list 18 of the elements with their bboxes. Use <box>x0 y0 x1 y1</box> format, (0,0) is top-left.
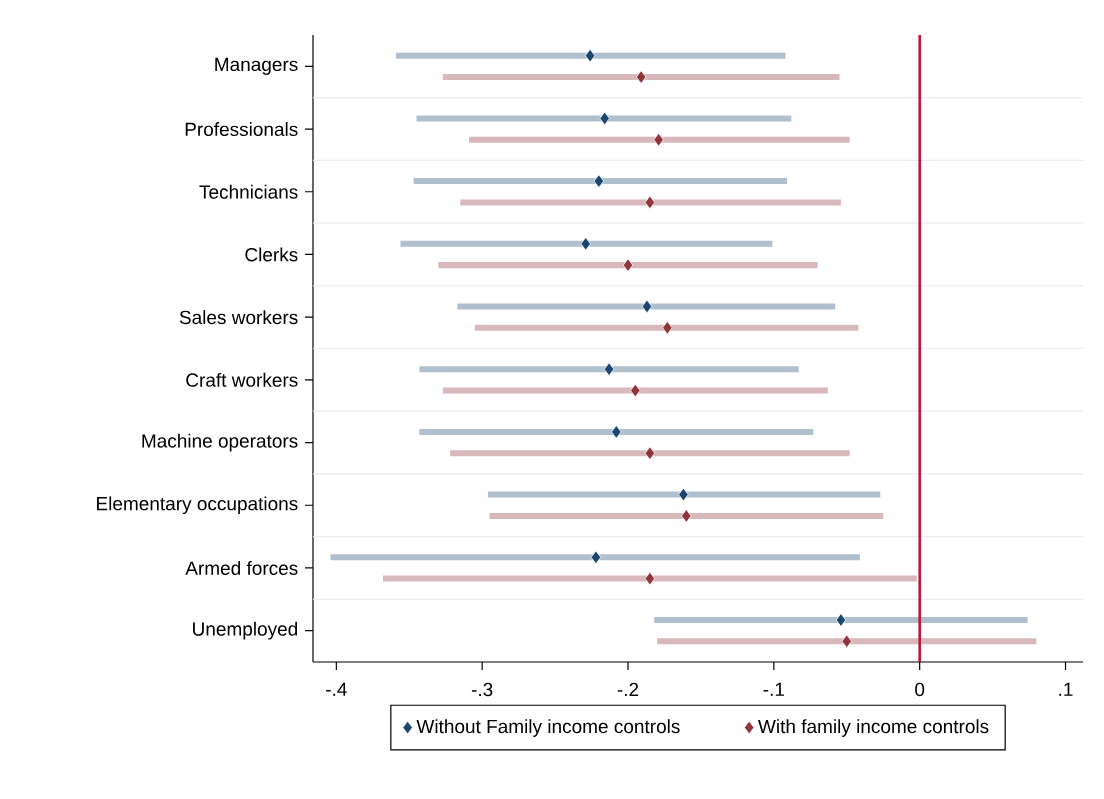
y-tick-label: Machine operators <box>142 433 298 452</box>
x-tick-label: 0 <box>915 682 925 697</box>
y-tick-label: Elementary occupations <box>97 496 298 515</box>
y-tick-label: Technicians <box>199 184 298 199</box>
y-tick-label: Managers <box>215 57 298 75</box>
y-tick-label: Unemployed <box>193 621 298 640</box>
y-tick-label: Sales workers <box>179 310 298 325</box>
x-tick-label: -.2 <box>617 682 639 697</box>
x-tick-label: -.3 <box>471 682 493 697</box>
legend-label: Without Family income controls <box>416 719 680 737</box>
y-tick-label: Professionals <box>185 122 298 137</box>
x-tick-label: -.4 <box>326 682 347 696</box>
y-tick-label: Armed forces <box>185 560 298 575</box>
legend-label: With family income controls <box>758 719 989 737</box>
y-tick-label: Clerks <box>245 247 298 262</box>
y-tick-label: Craft workers <box>186 372 298 387</box>
x-tick-label: .1 <box>1059 682 1073 696</box>
x-tick-label: -.1 <box>763 682 784 696</box>
